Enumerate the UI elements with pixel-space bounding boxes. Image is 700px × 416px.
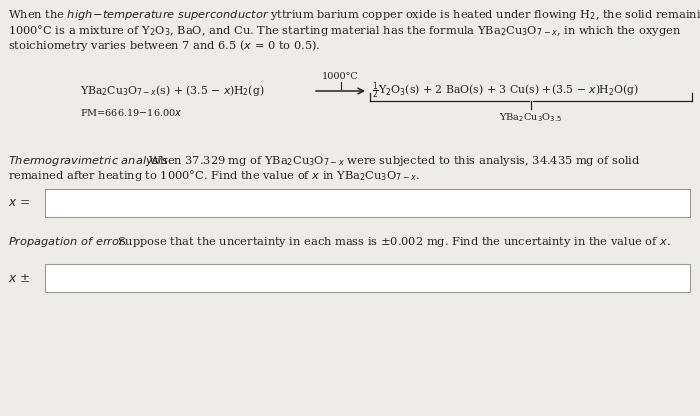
Text: $\frac{1}{2}$Y$_2$O$_3$(s) + 2 BaO(s) + 3 Cu(s) +(3.5 $-$ $x$)H$_2$O(g): $\frac{1}{2}$Y$_2$O$_3$(s) + 2 BaO(s) + … (372, 80, 639, 102)
Text: When the $\mathit{high\!-\!temperature\ superconductor}$ yttrium barium copper o: When the $\mathit{high\!-\!temperature\ … (8, 8, 700, 22)
Text: When 37.329 mg of YBa$_2$Cu$_3$O$_{7-x}$ were subjected to this analysis, 34.435: When 37.329 mg of YBa$_2$Cu$_3$O$_{7-x}$… (148, 154, 640, 168)
Text: stoichiometry varies between 7 and 6.5 ($x$ = 0 to 0.5).: stoichiometry varies between 7 and 6.5 (… (8, 38, 321, 53)
Text: remained after heating to 1000°C. Find the value of $x$ in YBa$_2$Cu$_3$O$_{7-x}: remained after heating to 1000°C. Find t… (8, 168, 420, 183)
Text: YBa$_2$Cu$_3$O$_{3.5}$: YBa$_2$Cu$_3$O$_{3.5}$ (499, 111, 563, 124)
Text: $\mathit{Thermogravimetric\ analysis.}$: $\mathit{Thermogravimetric\ analysis.}$ (8, 154, 171, 168)
Text: Suppose that the uncertainty in each mass is ±0.002 mg. Find the uncertainty in : Suppose that the uncertainty in each mas… (117, 235, 671, 249)
Text: $\mathit{Propagation\ of\ error.}$: $\mathit{Propagation\ of\ error.}$ (8, 235, 127, 249)
Text: YBa$_2$Cu$_3$O$_{7-x}$(s) + (3.5 $-$ $x$)H$_2$(g): YBa$_2$Cu$_3$O$_{7-x}$(s) + (3.5 $-$ $x$… (80, 84, 265, 99)
Text: $x$ ±: $x$ ± (8, 272, 30, 285)
Text: 1000°C: 1000°C (322, 72, 359, 81)
Text: 1000°C is a mixture of Y$_2$O$_3$, BaO, and Cu. The starting material has the fo: 1000°C is a mixture of Y$_2$O$_3$, BaO, … (8, 23, 681, 38)
Text: $x$ =: $x$ = (8, 196, 30, 210)
Bar (45, 264, 690, 292)
Bar (45, 189, 690, 217)
Text: FM=666.19$-$16.00$x$: FM=666.19$-$16.00$x$ (80, 107, 183, 118)
